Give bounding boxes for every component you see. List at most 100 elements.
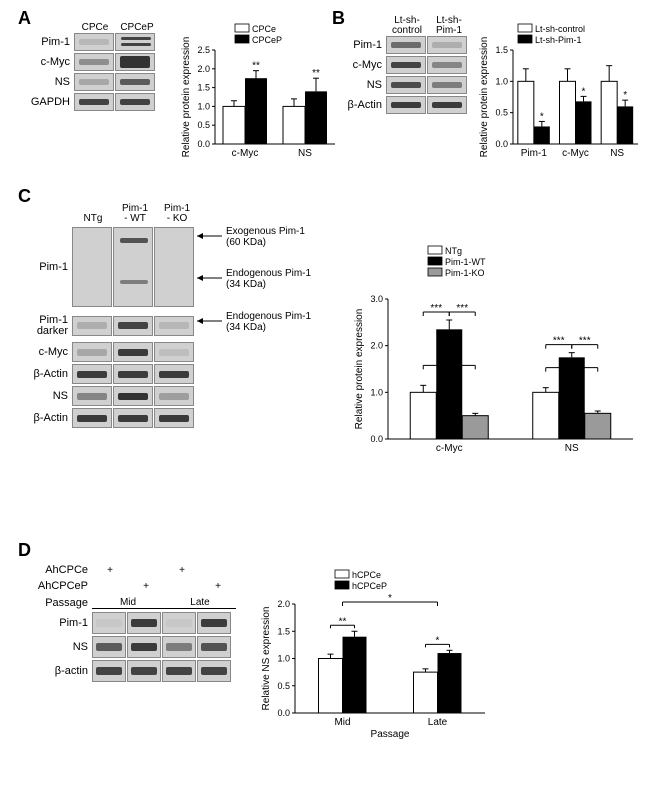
blot-label: β-Actin <box>26 413 72 424</box>
blot-lane <box>154 316 194 336</box>
blot-lane <box>154 408 194 428</box>
svg-text:*: * <box>436 635 440 646</box>
svg-text:0.0: 0.0 <box>277 708 290 718</box>
blot-lane <box>197 636 231 658</box>
blot-lane <box>154 342 194 362</box>
header-row: AhCPCe++ <box>26 562 236 578</box>
svg-text:1.5: 1.5 <box>197 83 210 93</box>
blot-label: NS <box>30 76 74 88</box>
blot-lane <box>72 364 112 384</box>
lane-labels: Lt-sh- control Lt-sh- Pim-1 <box>386 16 470 36</box>
svg-text:Mid: Mid <box>334 717 350 728</box>
lane-labels: CPCe CPCeP <box>74 22 158 33</box>
svg-text:*: * <box>570 359 574 370</box>
band-container <box>386 96 467 114</box>
blot-label: β-actin <box>26 665 92 677</box>
blot-lane <box>115 33 155 51</box>
svg-text:1.0: 1.0 <box>495 76 508 86</box>
blot-label: c-Myc <box>342 59 386 71</box>
band-container <box>386 36 467 54</box>
blot-lane <box>127 636 161 658</box>
blot-lane <box>92 612 126 634</box>
svg-text:0.5: 0.5 <box>495 108 508 118</box>
blot-lane <box>113 386 153 406</box>
panel-a-chart: 0.00.51.01.52.02.5Relative protein expre… <box>180 22 340 162</box>
band-container <box>74 53 155 71</box>
svg-text:Endogenous Pim-1: Endogenous Pim-1 <box>226 311 311 322</box>
svg-text:***: *** <box>456 303 468 314</box>
svg-text:0.0: 0.0 <box>495 139 508 149</box>
svg-text:Passage: Passage <box>371 729 410 740</box>
panel-c-blots: NTg Pim-1 - WT Pim-1 - KO Pim-1 Exogenou… <box>26 204 344 430</box>
blot-label: NS <box>26 391 72 402</box>
lane-label: Pim-1 - KO <box>156 204 198 224</box>
blot-lane <box>427 36 467 54</box>
lane-label: CPCe <box>74 22 116 33</box>
lane-label: Lt-sh- control <box>386 16 428 36</box>
svg-text:2.0: 2.0 <box>197 64 210 74</box>
band-container <box>386 56 467 74</box>
blot-row: Pim-1 darkerEndogenous Pim-1(34 KDa) <box>26 311 344 340</box>
arrows-svg: Exogenous Pim-1 (60 KDa) Endogenous Pim-… <box>194 224 344 304</box>
blot-lane <box>127 612 161 634</box>
blot-lane <box>72 227 112 307</box>
svg-text:Pim-1: Pim-1 <box>521 148 548 159</box>
blot-row: Pim-1 <box>342 36 470 54</box>
blot-lane <box>154 386 194 406</box>
header-label: Passage <box>26 597 92 609</box>
band-container <box>92 660 231 682</box>
svg-text:Relative protein expression: Relative protein expression <box>181 37 192 158</box>
header-label: AhCPCe <box>26 564 92 576</box>
blot-lane <box>115 93 155 111</box>
svg-text:Lt-sh-control: Lt-sh-control <box>535 24 585 34</box>
blot-lane <box>197 660 231 682</box>
svg-text:c-Myc: c-Myc <box>562 148 589 159</box>
svg-text:***: *** <box>430 303 442 314</box>
blot-lane <box>386 36 426 54</box>
panel-a-blots: CPCe CPCeP Pim-1c-MycNSGAPDH <box>30 22 158 113</box>
blot-label: NS <box>342 79 386 91</box>
blot-label: β-Actin <box>342 99 386 111</box>
blot-lane <box>74 53 114 71</box>
blot-label: GAPDH <box>30 96 74 108</box>
svg-text:Late: Late <box>428 717 448 728</box>
svg-text:*: * <box>582 86 586 97</box>
band-container <box>72 408 194 428</box>
svg-text:1.0: 1.0 <box>197 101 210 111</box>
passage-label: Late <box>164 597 236 609</box>
svg-text:hCPCeP: hCPCeP <box>352 581 387 591</box>
blot-lane <box>113 342 153 362</box>
panel-d-blots: AhCPCe++AhCPCeP++PassageMidLate Pim-1NSβ… <box>26 562 236 684</box>
blot-lane <box>92 660 126 682</box>
svg-text:*: * <box>540 111 544 122</box>
lane-label: NTg <box>72 204 114 224</box>
svg-text:***: *** <box>579 336 591 347</box>
svg-text:NS: NS <box>610 148 624 159</box>
svg-text:*: * <box>447 356 451 367</box>
blot-lane <box>154 364 194 384</box>
blot-row: c-Myc <box>26 342 344 362</box>
svg-text:NS: NS <box>298 148 312 159</box>
blot-row: β-Actin <box>26 364 344 384</box>
band-container <box>72 342 194 362</box>
arrow-labels: Exogenous Pim-1 (60 KDa) Endogenous Pim-… <box>194 224 344 309</box>
blot-lane <box>197 612 231 634</box>
blot-row: NS <box>26 386 344 406</box>
svg-text:3.0: 3.0 <box>370 294 383 304</box>
panel-b-chart: 0.00.51.01.5Relative protein expressionL… <box>478 22 643 162</box>
lane-label: Lt-sh- Pim-1 <box>428 16 470 36</box>
blot-lane <box>386 76 426 94</box>
svg-text:Pim-1-KO: Pim-1-KO <box>445 268 485 278</box>
blot-lane <box>72 408 112 428</box>
band-container <box>92 636 231 658</box>
blot-row: β-Actin <box>26 408 344 428</box>
plus-mark: + <box>92 565 128 576</box>
band-container <box>74 93 155 111</box>
header-label: AhCPCeP <box>26 580 92 592</box>
svg-text:NS: NS <box>565 443 579 454</box>
band-container <box>72 316 194 336</box>
svg-text:**: ** <box>339 616 347 627</box>
blot-row: β-actin <box>26 660 236 682</box>
svg-text:**: ** <box>312 68 320 79</box>
svg-text:Relative protein expression: Relative protein expression <box>479 37 490 158</box>
